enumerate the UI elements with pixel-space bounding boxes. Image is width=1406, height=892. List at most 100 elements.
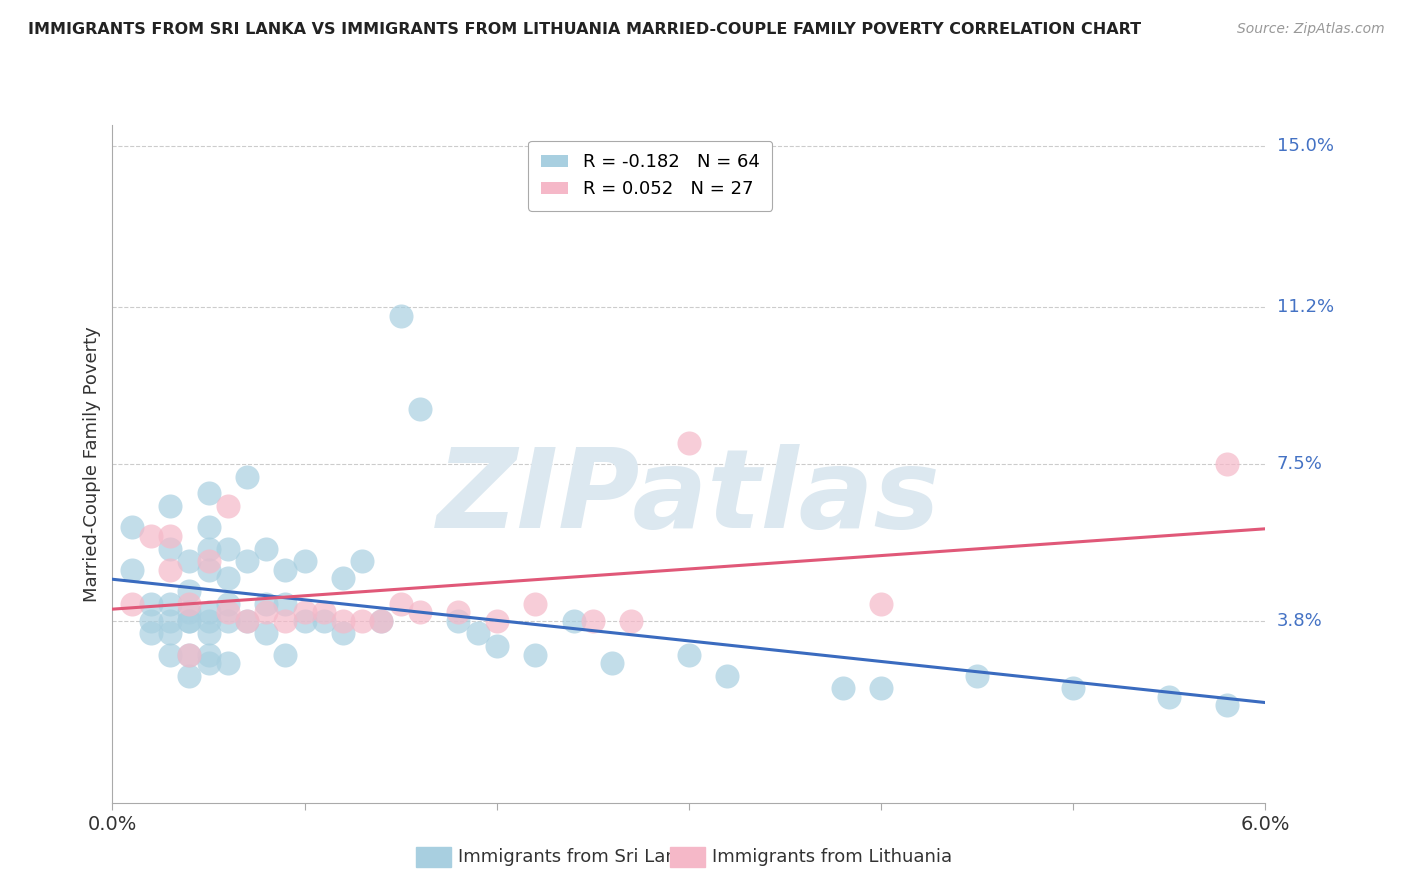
Point <box>467 626 489 640</box>
Point <box>197 541 219 556</box>
Point <box>294 605 316 619</box>
Point <box>1216 457 1239 471</box>
Point <box>409 401 432 416</box>
Point <box>179 597 201 611</box>
Point <box>447 605 470 619</box>
Point <box>179 583 201 598</box>
Point <box>197 486 219 500</box>
Text: Source: ZipAtlas.com: Source: ZipAtlas.com <box>1237 22 1385 37</box>
Point <box>389 309 412 323</box>
Point <box>274 648 297 662</box>
Point <box>370 614 392 628</box>
Point <box>274 597 297 611</box>
Point <box>197 656 219 670</box>
Point <box>352 614 374 628</box>
Point <box>197 520 219 534</box>
Point <box>562 614 585 628</box>
Point <box>179 669 201 683</box>
Point <box>524 597 547 611</box>
Point <box>179 648 201 662</box>
Point <box>121 563 143 577</box>
Point <box>274 563 297 577</box>
Point <box>159 614 181 628</box>
Point <box>600 656 623 670</box>
Point <box>139 529 162 543</box>
Point <box>197 605 219 619</box>
Point <box>1159 690 1181 704</box>
Point <box>159 563 181 577</box>
Point <box>254 626 277 640</box>
Point <box>370 614 392 628</box>
Point <box>485 639 508 653</box>
Point <box>254 541 277 556</box>
Text: 7.5%: 7.5% <box>1277 455 1323 473</box>
Point <box>139 614 162 628</box>
Point <box>159 541 181 556</box>
Point <box>831 681 853 696</box>
Point <box>139 597 162 611</box>
Point <box>121 520 143 534</box>
Point <box>197 554 219 568</box>
Point <box>294 554 316 568</box>
Point <box>332 614 354 628</box>
Point <box>294 614 316 628</box>
Point <box>236 614 259 628</box>
Point <box>870 597 893 611</box>
Point <box>217 500 239 514</box>
Y-axis label: Married-Couple Family Poverty: Married-Couple Family Poverty <box>83 326 101 602</box>
Point <box>159 626 181 640</box>
Text: ZIPatlas: ZIPatlas <box>437 444 941 551</box>
Point <box>179 648 201 662</box>
Point <box>352 554 374 568</box>
Point <box>274 614 297 628</box>
Point <box>966 669 988 683</box>
Point <box>236 469 259 483</box>
Point <box>159 648 181 662</box>
Point <box>217 541 239 556</box>
Point <box>197 648 219 662</box>
Text: 11.2%: 11.2% <box>1277 298 1334 316</box>
Point <box>620 614 643 628</box>
Point <box>678 435 700 450</box>
Point <box>159 597 181 611</box>
Point <box>179 614 201 628</box>
Point <box>217 571 239 585</box>
Point <box>332 571 354 585</box>
Point <box>254 605 277 619</box>
Point <box>217 614 239 628</box>
Point <box>332 626 354 640</box>
Legend: R = -0.182   N = 64, R = 0.052   N = 27: R = -0.182 N = 64, R = 0.052 N = 27 <box>529 141 772 211</box>
Point <box>217 605 239 619</box>
Point <box>159 500 181 514</box>
Point <box>312 614 335 628</box>
Point <box>678 648 700 662</box>
Point <box>236 614 259 628</box>
Point <box>159 529 181 543</box>
Point <box>197 614 219 628</box>
Point <box>389 597 412 611</box>
Point <box>524 648 547 662</box>
Point <box>582 614 605 628</box>
Point <box>716 669 738 683</box>
Point <box>870 681 893 696</box>
Point <box>197 563 219 577</box>
Point <box>121 597 143 611</box>
Point <box>1062 681 1084 696</box>
Text: Immigrants from Sri Lanka: Immigrants from Sri Lanka <box>458 848 699 866</box>
Text: 3.8%: 3.8% <box>1277 612 1322 630</box>
Text: IMMIGRANTS FROM SRI LANKA VS IMMIGRANTS FROM LITHUANIA MARRIED-COUPLE FAMILY POV: IMMIGRANTS FROM SRI LANKA VS IMMIGRANTS … <box>28 22 1142 37</box>
Point <box>236 554 259 568</box>
Point <box>197 626 219 640</box>
Text: Immigrants from Lithuania: Immigrants from Lithuania <box>711 848 952 866</box>
Point <box>179 614 201 628</box>
Point <box>1216 698 1239 713</box>
Point <box>217 597 239 611</box>
Point <box>447 614 470 628</box>
Text: 15.0%: 15.0% <box>1277 137 1333 155</box>
Point <box>179 554 201 568</box>
Point <box>254 597 277 611</box>
Point <box>312 605 335 619</box>
Point <box>409 605 432 619</box>
Point <box>485 614 508 628</box>
Point <box>179 605 201 619</box>
